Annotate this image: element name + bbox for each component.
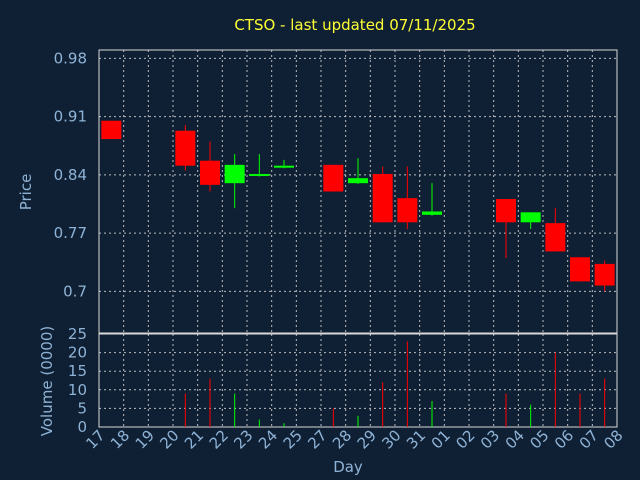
price-tick-label: 0.7: [63, 282, 87, 300]
volume-tick-label: 20: [68, 344, 87, 362]
candle-body: [224, 164, 245, 184]
candle-body: [422, 211, 442, 215]
candle-body: [570, 257, 590, 282]
candle-body: [348, 178, 368, 184]
candle-body: [323, 164, 344, 192]
candle-body: [175, 130, 196, 166]
candle-body: [249, 174, 270, 177]
price-tick-label: 0.91: [54, 108, 87, 126]
x-axis-label: Day: [333, 458, 363, 476]
price-tick-label: 0.84: [54, 166, 87, 184]
volume-tick-label: 10: [68, 381, 87, 399]
price-panel-frame: [98, 49, 618, 334]
price-axis-label: Price: [17, 174, 35, 211]
candle-body: [200, 160, 220, 185]
candle-body: [397, 198, 418, 223]
volume-tick-label: 25: [68, 325, 87, 343]
candle-body: [545, 223, 566, 252]
candle-body: [372, 174, 393, 223]
price-tick-label: 0.98: [54, 49, 87, 67]
volume-tick-label: 0: [77, 418, 87, 436]
volume-tick-label: 15: [68, 362, 87, 380]
price-tick-label: 0.77: [54, 224, 87, 242]
candle-body: [594, 263, 615, 286]
candle-body: [274, 165, 294, 168]
volume-axis-label: Volume (0000): [38, 326, 56, 436]
volume-tick-label: 5: [77, 399, 87, 417]
candle-body: [496, 198, 516, 223]
price-panel: 0.98 0.91 0.84 0.77 0.7: [54, 49, 618, 334]
candle-body: [101, 120, 122, 140]
chart-title: CTSO - last updated 07/11/2025: [234, 16, 475, 34]
candle-body: [520, 212, 541, 223]
